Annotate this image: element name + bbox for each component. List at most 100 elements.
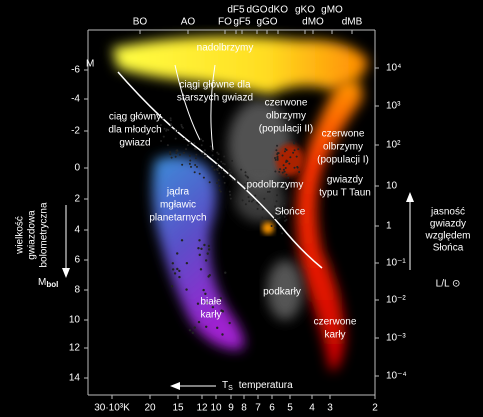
star-dot [206, 252, 209, 255]
star-dot [183, 137, 186, 140]
star-dot [174, 155, 177, 158]
star-dot [181, 163, 184, 166]
star-dot [221, 168, 224, 171]
star-dot [274, 226, 277, 229]
star-dot [185, 288, 188, 291]
star-dot [252, 199, 255, 202]
star-dot [283, 207, 286, 210]
star-dot [270, 224, 273, 227]
top-tick-label: dKO [268, 5, 288, 16]
star-dot [202, 176, 205, 179]
subdwarfs [267, 260, 303, 320]
left-tick-label: 8 [74, 285, 80, 296]
bottom-tick-label: 20 [144, 403, 156, 414]
right-tick-label: 10³ [386, 101, 401, 112]
left-tick-label: 10 [69, 315, 81, 326]
left-axis-label: wielkość [15, 216, 26, 255]
star-dot [276, 144, 279, 147]
region-label: planetarnych [149, 213, 206, 224]
star-dot [250, 200, 253, 203]
star-dot [256, 207, 259, 210]
right-tick-label: 1 [386, 221, 392, 232]
star-dot [204, 154, 207, 157]
star-dot [244, 174, 247, 177]
star-dot [217, 167, 220, 170]
star-dot [274, 158, 277, 161]
star-dot [194, 163, 197, 166]
temperature-text: temperatura [239, 380, 293, 391]
star-dot [202, 288, 205, 292]
star-dot [194, 157, 197, 160]
mbol-subscript: bol [46, 280, 58, 289]
star-dot [176, 267, 179, 271]
star-dot [274, 170, 277, 173]
star-dot [198, 253, 201, 257]
left-tick-label: 14 [69, 373, 81, 384]
top-tick-label: gMO [321, 5, 343, 16]
left-tick-label: 0 [74, 163, 80, 174]
right-tick-label: 10 [386, 181, 398, 192]
star-dot [279, 226, 282, 229]
star-dot [224, 271, 227, 274]
star-dot [170, 125, 173, 128]
star-dot [283, 215, 286, 218]
star-dot [211, 305, 215, 309]
left-unit: M [86, 59, 94, 70]
star-dot [223, 163, 226, 166]
star-dot [180, 239, 184, 242]
star-dot [273, 217, 276, 220]
star-dot [163, 127, 166, 130]
top-tick-label: FO [218, 17, 232, 28]
star-dot [169, 117, 172, 120]
bottom-tick-label: 9 [228, 403, 234, 414]
right-tick-label: 10⁻⁴ [386, 371, 407, 382]
star-dot [222, 175, 225, 178]
region-label: czerwone [322, 129, 365, 140]
bottom-tick-label: 15 [172, 403, 184, 414]
top-tick-label: gF5 [233, 17, 251, 28]
star-dot [274, 205, 277, 208]
star-dot [170, 156, 173, 159]
star-dot [281, 232, 284, 235]
region-label: olbrzymy [266, 111, 306, 122]
star-dot [261, 216, 264, 219]
star-dot [215, 168, 218, 171]
top-tick-label: BO [133, 17, 148, 28]
temperature-symbol: T [222, 380, 228, 391]
star-dot [198, 239, 201, 242]
star-dot [266, 190, 269, 193]
arrow-head [62, 268, 70, 278]
star-dot [174, 129, 177, 132]
region-label: czerwone [314, 317, 357, 328]
star-dot [295, 155, 298, 158]
bottom-tick-label: 7 [255, 403, 261, 414]
star-dot [229, 197, 232, 200]
star-dot [169, 153, 172, 156]
star-dot [169, 119, 172, 122]
star-dot [219, 297, 223, 300]
star-dot [159, 124, 162, 127]
star-dot [211, 154, 214, 157]
star-dot [255, 181, 258, 184]
star-dot [231, 178, 234, 181]
star-dot [274, 157, 277, 160]
star-dot [254, 194, 257, 197]
star-dot [188, 162, 191, 165]
star-dot [269, 186, 272, 189]
region-label: karły [200, 310, 221, 321]
region-label: gwiazd [119, 138, 150, 149]
region-label: typu T Taun [319, 188, 371, 199]
star-dot [231, 159, 234, 162]
region-label: czerwone [265, 98, 308, 109]
star-dot [278, 170, 281, 173]
bottom-tick-label: 2 [372, 403, 378, 414]
star-dot [216, 158, 219, 161]
star-dot [285, 160, 288, 163]
star-dot [170, 123, 173, 126]
star-dot [197, 320, 201, 324]
left-axis-label: gwiazdowa [27, 210, 38, 260]
star-dot [176, 252, 179, 255]
star-dot [216, 163, 219, 166]
star-dot [293, 142, 296, 145]
star-dot [207, 244, 211, 248]
